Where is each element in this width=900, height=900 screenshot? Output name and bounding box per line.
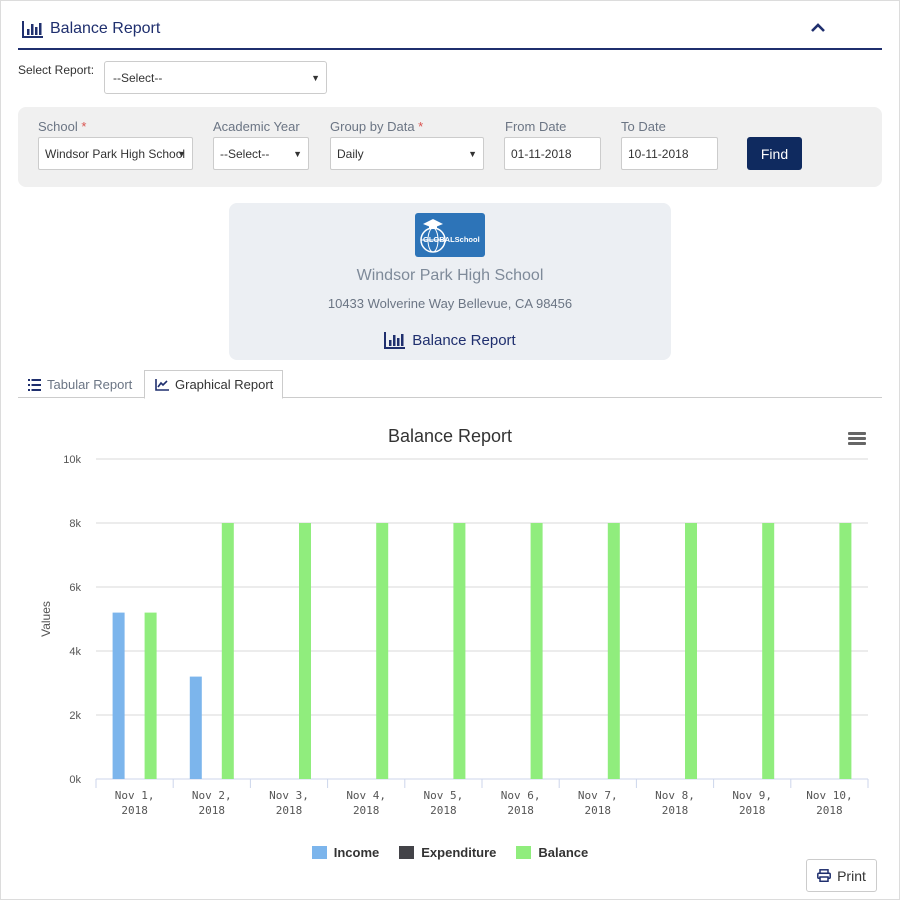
legend-swatch-expenditure — [399, 846, 415, 859]
legend-item-balance[interactable]: Balance — [516, 845, 588, 860]
x-tick-label: Nov 1, 2018 — [115, 789, 155, 817]
y-tick-label: 4k — [69, 646, 81, 658]
list-icon — [28, 378, 41, 391]
tab-graphical-report[interactable]: Graphical Report — [144, 370, 283, 399]
legend-label-expenditure: Expenditure — [421, 845, 497, 860]
chart-menu-icon[interactable] — [848, 432, 866, 446]
bar-income — [189, 676, 202, 779]
academic-year-value: --Select-- — [220, 146, 270, 161]
school-label: School * — [38, 119, 87, 134]
x-tick-label: Nov 4, 2018 — [346, 789, 386, 817]
y-tick-label: 8k — [69, 518, 81, 530]
legend-label-income: Income — [333, 845, 380, 860]
printer-icon — [817, 869, 832, 882]
print-button[interactable]: Print — [806, 859, 877, 892]
school-name: Windsor Park High School — [356, 267, 544, 284]
y-tick-label: 10k — [63, 454, 81, 466]
y-tick-label: 0k — [69, 774, 81, 786]
legend-swatch-income — [311, 846, 327, 859]
select-report-dropdown[interactable]: --Select-- ▼ — [104, 61, 327, 94]
x-tick-label: Nov 8, 2018 — [655, 789, 695, 817]
school-card: GLOBALSchool Windsor Park High School 10… — [229, 203, 671, 360]
required-mark: * — [81, 119, 87, 134]
chart-title: Balance Report — [388, 426, 512, 446]
legend-item-expenditure[interactable]: Expenditure — [399, 845, 496, 860]
panel-header: Balance Report — [18, 14, 882, 50]
bar-balance — [530, 523, 543, 779]
x-tick-label: Nov 6, 2018 — [501, 789, 541, 817]
bar-balance — [376, 523, 389, 779]
y-tick-label: 2k — [69, 710, 81, 722]
group-by-value: Daily — [337, 146, 364, 161]
x-tick-label: Nov 3, 2018 — [269, 789, 309, 817]
panel-title: Balance Report — [22, 20, 160, 38]
card-report-title: Balance Report — [229, 331, 671, 349]
academic-year-select[interactable]: --Select-- ▼ — [213, 137, 309, 170]
caret-down-icon: ▼ — [311, 72, 320, 83]
from-date-value: 01-11-2018 — [511, 146, 572, 161]
x-tick-label: Nov 5, 2018 — [424, 789, 464, 817]
to-date-label: To Date — [621, 119, 666, 134]
bar-balance — [607, 523, 620, 779]
bar-balance — [839, 523, 852, 779]
from-date-input[interactable]: 01-11-2018 — [504, 137, 601, 170]
select-report-label: Select Report: — [18, 63, 95, 77]
bar-balance — [144, 612, 157, 779]
school-logo: GLOBALSchool — [415, 213, 485, 257]
bar-balance — [453, 523, 466, 779]
line-chart-icon — [155, 378, 169, 391]
x-tick-label: Nov 2, 2018 — [192, 789, 232, 817]
caret-down-icon: ▼ — [177, 148, 186, 159]
tab-tabular-label: Tabular Report — [47, 377, 133, 392]
bar-chart-icon — [22, 21, 43, 38]
group-by-label: Group by Data * — [330, 119, 424, 134]
legend-item-income[interactable]: Income — [311, 845, 380, 860]
tabs-divider — [18, 397, 882, 398]
chevron-up-icon[interactable] — [810, 20, 826, 36]
to-date-value: 10-11-2018 — [628, 146, 689, 161]
print-label: Print — [837, 867, 866, 884]
caret-down-icon: ▼ — [468, 148, 477, 159]
panel-title-text: Balance Report — [50, 20, 161, 37]
chart-legend: Income Expenditure Balance — [0, 845, 900, 860]
bar-balance — [685, 523, 697, 779]
y-tick-label: 6k — [69, 582, 81, 594]
to-date-input[interactable]: 10-11-2018 — [621, 137, 718, 170]
group-by-select[interactable]: Daily ▼ — [330, 137, 484, 170]
x-tick-label: Nov 10, 2018 — [806, 789, 852, 817]
globe-graduation-cap-icon: GLOBALSchool — [420, 219, 480, 253]
required-mark: * — [418, 119, 424, 134]
x-tick-label: Nov 9, 2018 — [732, 789, 772, 817]
school-select[interactable]: Windsor Park High School ▼ — [38, 137, 193, 170]
school-address: 10433 Wolverine Way Bellevue, CA 98456 — [327, 296, 573, 311]
logo-text: GLOBALSchool — [423, 235, 480, 244]
bar-chart-icon — [384, 332, 406, 349]
from-date-label: From Date — [505, 119, 567, 134]
bar-balance — [221, 523, 234, 779]
legend-swatch-balance — [516, 846, 532, 859]
tab-tabular-report[interactable]: Tabular Report — [28, 377, 132, 392]
balance-chart: Balance Report 0k 2k 4k 6k 8k 10k Values Nov 1, 2… — [39, 426, 869, 817]
school-select-value: Windsor Park High School — [45, 146, 186, 161]
x-tick-label: Nov 7, 2018 — [578, 789, 618, 817]
bar-balance — [299, 523, 311, 779]
card-report-title-text: Balance Report — [412, 331, 516, 349]
bar-income — [112, 612, 125, 779]
bar-balance — [762, 523, 775, 779]
tab-graphical-label: Graphical Report — [175, 377, 274, 392]
caret-down-icon: ▼ — [293, 148, 302, 159]
find-button[interactable]: Find — [747, 137, 802, 170]
y-axis-label: Values — [39, 601, 53, 637]
legend-label-balance: Balance — [538, 845, 589, 860]
select-report-value: --Select-- — [113, 70, 163, 85]
academic-year-label: Academic Year — [213, 119, 300, 134]
